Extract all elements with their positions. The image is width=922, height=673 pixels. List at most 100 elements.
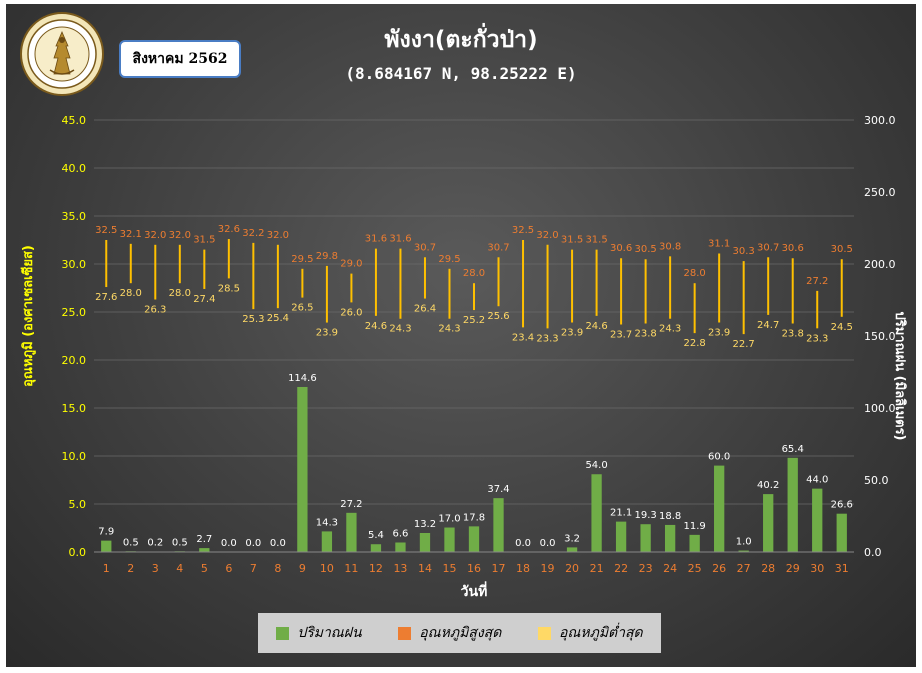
x-tick-label: 24 bbox=[663, 562, 677, 575]
temperature-ranges bbox=[105, 239, 843, 335]
rain-bar bbox=[493, 498, 504, 552]
tmin-data-label: 25.4 bbox=[267, 313, 289, 324]
x-tick-label: 6 bbox=[225, 562, 232, 575]
tmax-data-label: 32.6 bbox=[218, 224, 240, 235]
rain-bar bbox=[714, 465, 725, 552]
rain-data-label: 114.6 bbox=[288, 373, 317, 384]
legend-label-tmin: อุณหภูมิต่ำสุด bbox=[558, 625, 643, 641]
tmin-data-label: 24.6 bbox=[585, 321, 607, 332]
y-left-tick-label: 15.0 bbox=[62, 402, 87, 415]
y-left-tick-label: 40.0 bbox=[62, 162, 87, 175]
rain-data-label: 2.7 bbox=[196, 534, 212, 545]
rain-data-label: 11.9 bbox=[684, 521, 706, 532]
tmax-data-label: 31.5 bbox=[561, 235, 583, 246]
tmin-data-label: 23.4 bbox=[512, 332, 534, 343]
rain-data-label: 65.4 bbox=[782, 444, 804, 455]
rain-data-label: 0.5 bbox=[172, 537, 188, 548]
rain-bar bbox=[468, 526, 480, 552]
y-right-tick-label: 100.0 bbox=[864, 402, 896, 415]
rain-bar bbox=[689, 534, 700, 552]
tmax-data-label: 32.0 bbox=[267, 230, 289, 241]
tmax-data-label: 28.0 bbox=[463, 268, 485, 279]
rain-data-label: 7.9 bbox=[98, 527, 114, 538]
x-tick-label: 21 bbox=[590, 562, 604, 575]
gridlines bbox=[94, 119, 854, 553]
tmin-data-label: 22.8 bbox=[684, 338, 706, 349]
legend-label-rain: ปริมาณฝน bbox=[297, 625, 362, 641]
tmax-data-label: 29.5 bbox=[291, 254, 313, 265]
x-tick-label: 19 bbox=[541, 562, 555, 575]
rain-data-label: 19.3 bbox=[634, 510, 656, 521]
y-left-axis-title: อุณหภูมิ (องศาเซลเซียส) bbox=[20, 245, 36, 387]
x-tick-label: 29 bbox=[786, 562, 800, 575]
rain-data-label: 6.6 bbox=[392, 528, 408, 539]
legend: ปริมาณฝน อุณหภูมิสูงสุด อุณหภูมิต่ำสุด bbox=[258, 613, 661, 653]
rain-bar bbox=[836, 513, 847, 552]
tmax-data-label: 31.6 bbox=[389, 234, 411, 245]
tmin-data-label: 26.4 bbox=[414, 304, 436, 315]
legend-item-rain: ปริมาณฝน bbox=[276, 622, 362, 644]
tmax-data-label: 31.1 bbox=[708, 238, 730, 249]
rain-data-label: 0.0 bbox=[540, 538, 556, 549]
tmax-data-label: 32.0 bbox=[144, 230, 166, 241]
x-tick-label: 7 bbox=[250, 562, 257, 575]
x-tick-label: 1 bbox=[103, 562, 110, 575]
rain-data-label: 0.5 bbox=[123, 537, 139, 548]
tmin-data-label: 27.6 bbox=[95, 292, 117, 303]
tmin-data-label: 28.0 bbox=[120, 288, 142, 299]
rain-data-label: 17.8 bbox=[463, 512, 485, 523]
y-left-tick-label: 0.0 bbox=[69, 546, 87, 559]
data-labels: 7.90.5 0.2 0.5 2.7 0.0 0.0 0.0114.614.327.25.4… bbox=[95, 224, 853, 549]
y-right-tick-label: 200.0 bbox=[864, 258, 896, 271]
tmin-data-label: 26.5 bbox=[291, 303, 313, 314]
tmin-data-label: 24.3 bbox=[659, 324, 681, 335]
legend-label-tmax: อุณหภูมิสูงสุด bbox=[419, 625, 502, 641]
tmax-data-label: 32.2 bbox=[242, 228, 264, 239]
tmin-data-label: 28.5 bbox=[218, 283, 240, 294]
rain-data-label: 13.2 bbox=[414, 519, 436, 530]
y-right-tick-label: 0.0 bbox=[864, 546, 882, 559]
tmin-data-label: 26.3 bbox=[144, 305, 166, 316]
x-tick-label: 2 bbox=[127, 562, 134, 575]
x-tick-label: 16 bbox=[467, 562, 481, 575]
x-tick-label: 26 bbox=[712, 562, 726, 575]
x-tick-label: 31 bbox=[835, 562, 849, 575]
legend-item-tmax: อุณหภูมิสูงสุด bbox=[398, 622, 501, 644]
rain-data-label: 1.0 bbox=[736, 537, 752, 548]
tmin-data-label: 25.3 bbox=[242, 314, 264, 325]
tmin-data-label: 22.7 bbox=[733, 339, 755, 350]
rain-bar bbox=[738, 550, 749, 552]
tmax-data-label: 32.0 bbox=[169, 230, 191, 241]
tmin-data-label: 24.3 bbox=[438, 324, 460, 335]
rain-bar bbox=[321, 531, 333, 552]
rain-data-label: 3.2 bbox=[564, 533, 580, 544]
rain-data-label: 0.2 bbox=[147, 538, 163, 549]
tmin-data-label: 28.0 bbox=[169, 288, 191, 299]
x-tick-label: 9 bbox=[299, 562, 306, 575]
tmax-data-label: 31.5 bbox=[193, 235, 215, 246]
tmin-data-label: 25.6 bbox=[487, 311, 509, 322]
y-right-axis-title: ปริมาณฝน (มิลลิเมตร) bbox=[892, 311, 907, 440]
x-tick-label: 28 bbox=[761, 562, 775, 575]
rain-bar bbox=[297, 386, 308, 552]
rain-data-label: 0.0 bbox=[221, 538, 237, 549]
tmax-data-label: 32.0 bbox=[536, 230, 558, 241]
rain-data-label: 44.0 bbox=[806, 475, 828, 486]
tmax-data-label: 30.7 bbox=[487, 242, 509, 253]
tmax-data-label: 32.5 bbox=[95, 225, 117, 236]
rain-bar bbox=[101, 540, 112, 552]
rain-bar bbox=[370, 544, 382, 552]
y-left-tick-label: 25.0 bbox=[62, 306, 87, 319]
x-tick-label: 30 bbox=[810, 562, 824, 575]
axes: 0.05.010.015.020.025.030.035.040.045.00.… bbox=[20, 114, 907, 600]
tmin-data-label: 24.6 bbox=[365, 321, 387, 332]
rain-data-label: 14.3 bbox=[316, 517, 338, 528]
x-tick-label: 3 bbox=[152, 562, 159, 575]
tmax-data-label: 30.7 bbox=[757, 242, 779, 253]
y-right-tick-label: 150.0 bbox=[864, 330, 896, 343]
rain-data-label: 0.0 bbox=[515, 538, 531, 549]
rain-bar bbox=[787, 457, 798, 552]
y-left-tick-label: 5.0 bbox=[69, 498, 87, 511]
rain-data-label: 60.0 bbox=[708, 452, 730, 463]
x-tick-label: 20 bbox=[565, 562, 579, 575]
